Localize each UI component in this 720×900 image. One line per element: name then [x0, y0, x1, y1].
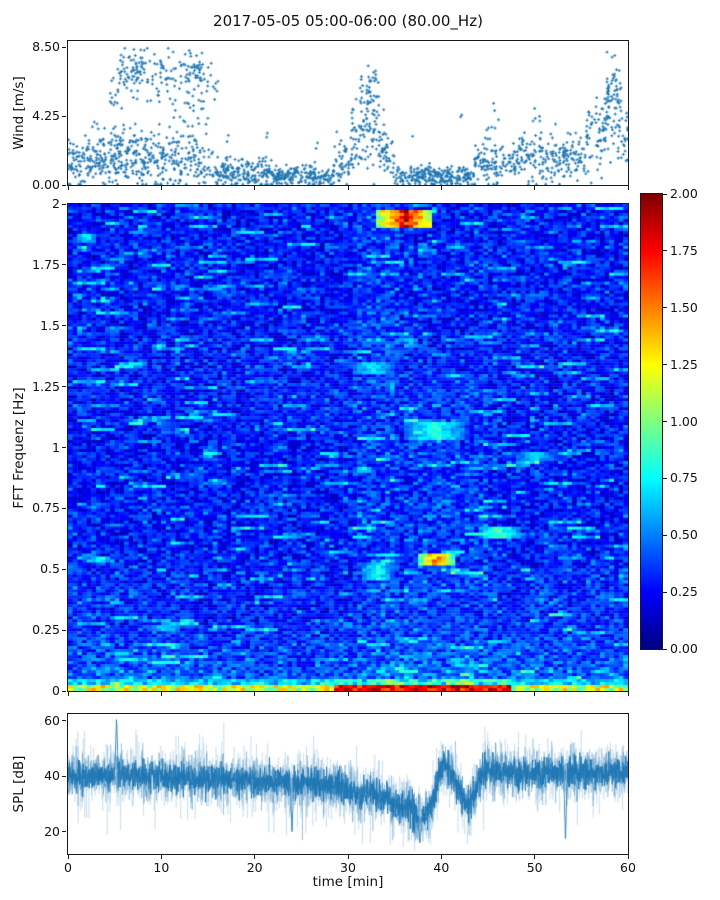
spl-xtick-mark	[534, 855, 536, 859]
spl-line-plot	[67, 713, 629, 855]
fft-ytick-label: 0.5	[40, 561, 60, 576]
wind-ytick-mark	[62, 115, 66, 117]
wind-ytick-label: 8.50	[32, 39, 60, 55]
spl-xtick-label: 0	[64, 860, 72, 875]
colorbar-tick-label: 0.00	[670, 640, 698, 656]
fft-ytick-mark	[62, 264, 66, 266]
time-x-axis-label: time [min]	[312, 874, 384, 890]
colorbar-tick-label: 1.25	[670, 356, 698, 372]
fft-ytick-label: 1	[52, 439, 60, 455]
fft-ytick-mark	[62, 447, 66, 448]
colorbar-tick-mark	[663, 591, 667, 593]
wind-xtick-mark	[534, 186, 536, 190]
wind-xtick-mark	[347, 186, 349, 190]
wind-scatter-canvas	[68, 41, 628, 185]
wind-xtick-mark	[160, 186, 162, 190]
colorbar-tick-mark	[663, 307, 667, 309]
colorbar-tick-mark	[663, 534, 667, 536]
spl-xtick-label: 50	[526, 860, 543, 875]
fft-ytick-label: 1.5	[40, 317, 60, 333]
colorbar-tick-label: 0.25	[670, 583, 698, 599]
spl-xtick-label: 30	[340, 860, 356, 875]
fft-ytick-mark	[62, 386, 66, 388]
spectrogram-plot	[67, 203, 629, 692]
spl-ytick-label: 60	[44, 712, 60, 728]
wind-ytick-mark	[62, 184, 66, 186]
fft-ytick-label: 0	[52, 682, 60, 698]
spl-xtick-mark	[627, 855, 629, 859]
spl-ytick-mark	[62, 775, 66, 777]
colorbar	[640, 193, 663, 650]
spl-line-canvas	[68, 714, 628, 854]
fft-xtick-mark	[440, 692, 442, 696]
spl-xtick-label: 60	[620, 860, 636, 875]
colorbar-tick-mark	[663, 421, 667, 422]
wind-ytick-label: 0.00	[32, 176, 60, 192]
wind-scatter-plot	[67, 40, 629, 186]
fft-ytick-label: 0.25	[32, 621, 60, 637]
colorbar-tick-mark	[663, 193, 667, 195]
figure-title: 2017-05-05 05:00-06:00 (80.00_Hz)	[213, 12, 483, 30]
spl-ytick-mark	[62, 831, 66, 833]
wind-ytick-label: 4.25	[32, 107, 60, 123]
colorbar-tick-mark	[663, 250, 667, 252]
colorbar-tick-mark	[663, 364, 667, 366]
spl-ytick-label: 20	[44, 823, 60, 839]
colorbar-tick-mark	[663, 648, 667, 650]
fft-ytick-label: 0.75	[32, 500, 60, 516]
spl-xtick-mark	[160, 855, 162, 859]
fft-ytick-mark	[62, 507, 66, 509]
fft-ytick-label: 2	[52, 195, 60, 211]
colorbar-tick-label: 1.00	[670, 413, 698, 429]
spl-y-axis-label: SPL [dB]	[11, 755, 27, 813]
spl-xtick-label: 40	[433, 860, 450, 875]
fft-ytick-mark	[62, 690, 66, 692]
wind-ytick-mark	[62, 46, 66, 48]
spl-xtick-label: 20	[246, 860, 263, 875]
fft-xtick-mark	[254, 692, 256, 696]
fft-xtick-mark	[534, 692, 536, 696]
fft-ytick-mark	[62, 325, 66, 327]
fft-ytick-label: 1.75	[32, 256, 60, 272]
fft-ytick-mark	[62, 568, 66, 570]
colorbar-tick-label: 0.50	[670, 527, 698, 542]
fft-ytick-mark	[62, 203, 66, 205]
fft-ytick-mark	[62, 629, 66, 631]
wind-xtick-mark	[254, 186, 256, 190]
wind-xtick-mark	[67, 186, 69, 190]
spl-xtick-mark	[67, 855, 69, 859]
fft-xtick-mark	[347, 692, 349, 696]
fft-xtick-mark	[160, 692, 162, 696]
colorbar-tick-label: 1.75	[670, 242, 698, 258]
spl-xtick-mark	[254, 855, 256, 859]
colorbar-tick-mark	[663, 477, 667, 479]
fft-xtick-mark	[67, 692, 69, 696]
spectrogram-canvas	[68, 204, 628, 691]
colorbar-tick-label: 1.50	[670, 299, 698, 315]
spl-ytick-mark	[62, 720, 66, 722]
spl-xtick-mark	[440, 855, 442, 859]
spl-xtick-label: 10	[153, 860, 170, 875]
fft-ytick-label: 1.25	[32, 378, 60, 394]
wind-xtick-mark	[440, 186, 442, 190]
wind-xtick-mark	[627, 186, 629, 190]
colorbar-canvas	[641, 194, 662, 649]
colorbar-tick-label: 2.00	[670, 185, 698, 201]
spl-ytick-label: 40	[44, 768, 60, 784]
fft-xtick-mark	[627, 692, 629, 696]
colorbar-tick-label: 0.75	[670, 470, 698, 486]
spl-xtick-mark	[347, 855, 349, 859]
